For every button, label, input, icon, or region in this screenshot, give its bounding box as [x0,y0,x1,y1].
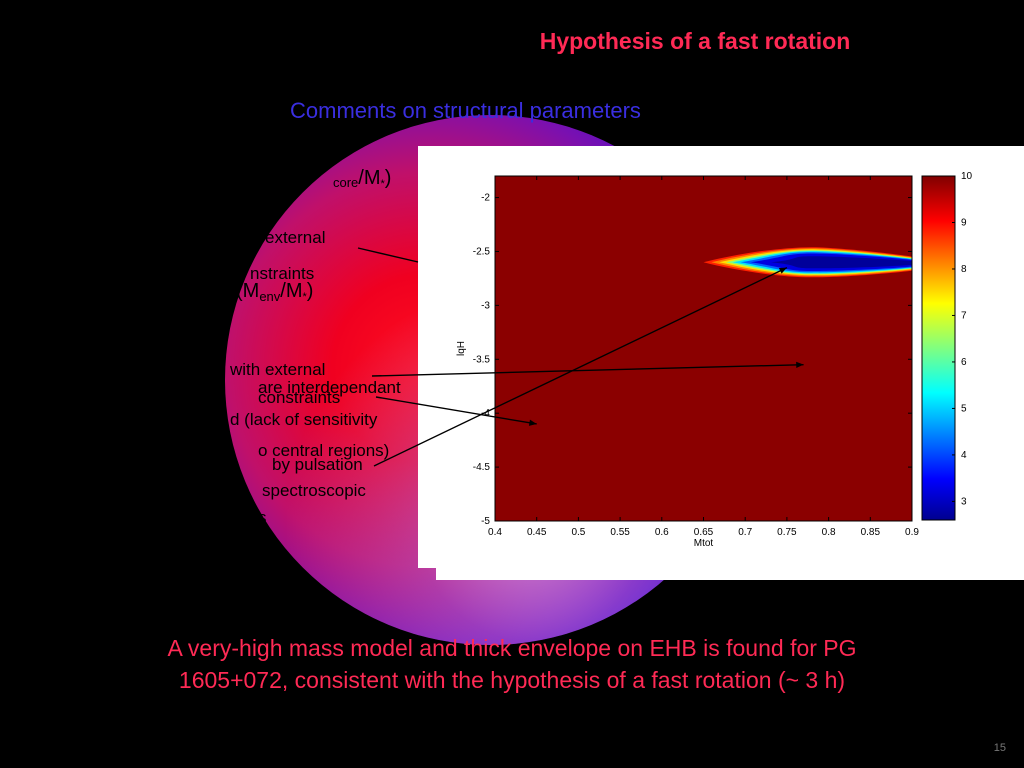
mcore-ratio-label: core/M*) [333,167,391,190]
chart-panel-bottom [436,560,1024,580]
x-tick-label-7: 0.75 [777,527,797,538]
arrow-head-2 [528,419,537,426]
annotation-arrows [357,247,804,467]
colorbar [921,175,956,521]
arrow-head-1 [796,361,804,368]
x-tick-label-8: 0.8 [822,527,836,538]
x-tick-label-5: 0.65 [694,527,714,538]
mcore-frac: /M [358,167,381,189]
colorbar-tick-label-2: 8 [961,264,967,275]
slide-number: 15 [993,742,1006,754]
colorbar-tick-label-0: 10 [961,171,973,182]
colorbar-tick-label-7: 3 [961,496,967,507]
menv-close: ) [306,280,314,302]
colorbar-tick-label-4: 6 [961,357,967,368]
s-fragment-text: s [258,508,267,527]
constraints-text-2: constraints [258,388,341,407]
lack-sensitivity-text: d (lack of sensitivity [230,410,378,429]
arrow-line-3 [373,267,788,467]
colorbar-tick-label-6: 4 [961,450,967,461]
y-tick-label-5: -4.5 [473,462,491,473]
arrow-line-2 [375,396,537,425]
y-tick-label-4: -4 [481,408,490,419]
x-tick-label-1: 0.45 [527,527,547,538]
x-tick-label-2: 0.5 [571,527,585,538]
constraints-text-1: nstraints [250,264,315,283]
slide-title: Hypothesis of a fast rotation [539,28,851,54]
colorbar-tick-label-1: 9 [961,217,967,228]
colorbar-tick-label-3: 7 [961,310,967,321]
mcore-close: ) [384,167,392,189]
x-tick-label-0: 0.4 [488,527,502,538]
arrow-line-1 [371,363,804,377]
y-axis-label: lqH [456,341,467,356]
heatmap-chart: 0.4 0.45 0.5 0.55 0.6 0.65 0.7 0.75 0.8 0.85 0.9 -2… [456,171,973,549]
slide-subtitle: Comments on structural parameters [290,98,641,123]
x-tick-label-9: 0.85 [861,527,881,538]
by-pulsation-text: by pulsation [272,455,363,474]
contour-band-7 [771,256,912,269]
x-tick-label-10: 0.9 [905,527,919,538]
y-tick-label-2: -3 [481,300,490,311]
interdependant-text: are interdependant [258,378,401,397]
heatmap-background [495,176,912,521]
menv-open: (M [236,280,260,302]
arrow-head-3 [778,267,787,274]
y-tick-label-3: -3.5 [473,354,491,365]
menv-subscript: env [259,289,281,304]
x-axis-label: Mtot [694,538,714,549]
central-regions-text: o central regions) [258,441,390,460]
colorbar-tick-label-5: 5 [961,403,967,414]
y-tick-label-1: -2.5 [473,246,491,257]
menv-star: * [302,291,307,303]
spectroscopic-text: spectroscopic [262,481,366,500]
y-tick-label-0: -2 [481,193,490,204]
mcore-star: * [380,178,385,190]
arrow-line-0 [357,247,419,263]
conclusion-line-2: 1605+072, consistent with the hypothesis… [178,667,846,693]
y-tick-label-6: -5 [481,516,490,527]
with-external-text: with external [230,360,326,379]
conclusion-line-1: A very-high mass model and thick envelop… [167,635,857,661]
x-tick-label-6: 0.7 [738,527,752,538]
menv-ratio-label: (Menv/M*) [236,280,313,304]
external-text-1: external [265,228,326,247]
mcore-subscript: core [333,175,359,190]
minimum-region [703,247,912,278]
x-tick-label-4: 0.6 [655,527,669,538]
menv-frac: /M [280,280,303,302]
conclusion-text: A very-high mass model and thick envelop… [40,632,984,696]
x-tick-label-3: 0.55 [610,527,630,538]
